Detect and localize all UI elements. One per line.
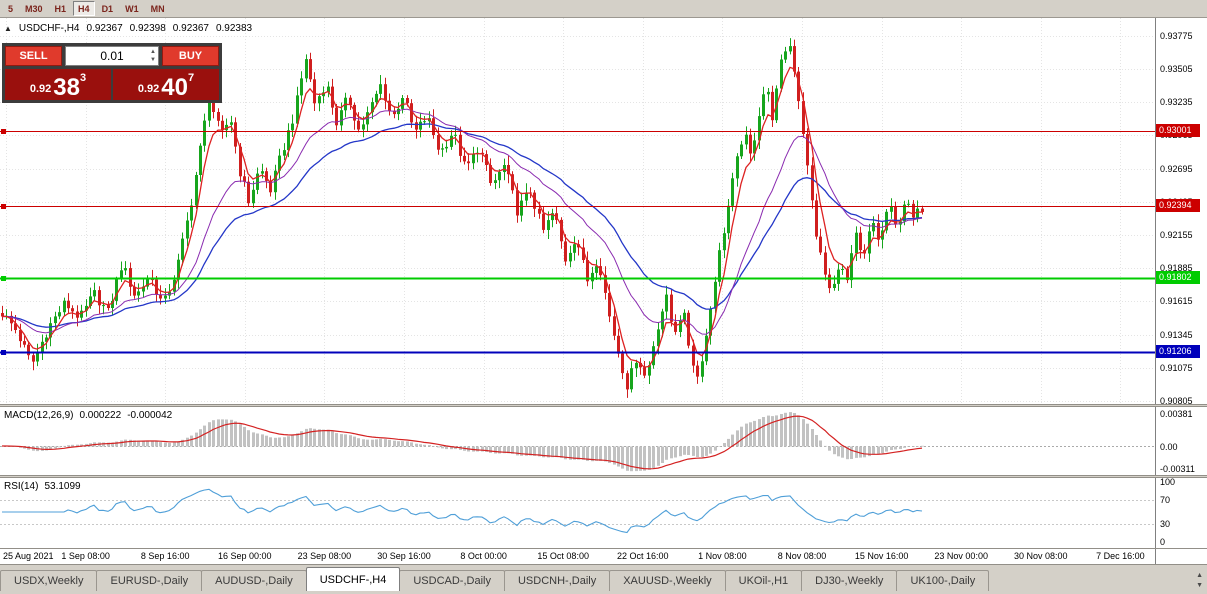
macd-value-signal: -0.000042 — [127, 410, 173, 421]
chart-window: ▲ USDCHF-,H4 0.92367 0.92398 0.92367 0.9… — [0, 18, 1207, 564]
price-line-badge: 0.93001 — [1156, 124, 1200, 137]
pane-separator[interactable] — [0, 404, 1207, 407]
sell-price-display[interactable]: 0.92 38 3 — [5, 69, 111, 100]
price-axis-label: 0.91615 — [1160, 296, 1193, 306]
tab-usdx-weekly[interactable]: USDX,Weekly — [0, 570, 98, 591]
time-axis-label: 8 Nov 08:00 — [777, 551, 827, 561]
trade-panel-collapse-icon[interactable]: ▲ — [4, 24, 12, 33]
tab-eurusd-daily[interactable]: EURUSD-,Daily — [96, 570, 203, 591]
time-axis-label: 1 Nov 08:00 — [698, 551, 747, 561]
chart-ohlc-header: ▲ USDCHF-,H4 0.92367 0.92398 0.92367 0.9… — [4, 23, 252, 34]
lot-size-value: 0.01 — [100, 49, 124, 63]
sell-button[interactable]: SELL — [5, 46, 62, 66]
timeframe-button-mn[interactable]: MN — [146, 1, 170, 16]
price-axis-label: 0.93505 — [1160, 64, 1193, 74]
timeframe-button-m5[interactable]: 5 — [3, 1, 18, 16]
tab-ukoil-h1[interactable]: UKOil-,H1 — [724, 570, 803, 591]
chart-tab-bar: USDX,Weekly EURUSD-,Daily AUDUSD-,Daily … — [0, 564, 1207, 594]
price-axis-label: 0.91885 — [1160, 263, 1193, 273]
tab-usdcad-daily[interactable]: USDCAD-,Daily — [399, 570, 505, 591]
lot-spinner[interactable]: ▲ ▼ — [150, 49, 156, 64]
price-axis-label: 0.91345 — [1160, 330, 1193, 340]
chart-tabs: USDX,Weekly EURUSD-,Daily AUDUSD-,Daily … — [0, 567, 990, 591]
price-line-badge: 0.91802 — [1156, 271, 1200, 284]
price-axis-label: 0.92695 — [1160, 164, 1193, 174]
macd-axis-label: 0.00 — [1160, 441, 1178, 452]
price-chart[interactable] — [0, 18, 1155, 404]
tab-usdcnh-daily[interactable]: USDCNH-,Daily — [503, 570, 611, 591]
ohlc-open: 0.92367 — [86, 23, 123, 34]
buy-price-big: 40 — [161, 74, 188, 101]
one-click-trading-panel: SELL 0.01 ▲ ▼ BUY 0.92 38 3 0.92 40 7 — [2, 43, 222, 103]
spinner-down-icon: ▼ — [150, 57, 156, 63]
time-axis-label: 15 Oct 08:00 — [537, 551, 589, 561]
timeframe-button-m30[interactable]: M30 — [20, 1, 48, 16]
rsi-indicator-label: RSI(14) 53.1099 — [4, 481, 81, 492]
tab-xauusd-weekly[interactable]: XAUUSD-,Weekly — [609, 570, 726, 591]
timeframe-button-w1[interactable]: W1 — [120, 1, 144, 16]
macd-chart[interactable] — [0, 407, 1155, 475]
macd-name: MACD(12,26,9) — [4, 410, 74, 421]
scroll-down-icon[interactable]: ▼ — [1196, 582, 1203, 589]
rsi-axis-label: 100 — [1160, 477, 1176, 487]
tab-usdchf-h4[interactable]: USDCHF-,H4 — [305, 567, 401, 591]
macd-value-main: 0.000222 — [79, 410, 122, 421]
rsi-axis-label: 70 — [1160, 495, 1171, 505]
macd-axis-label: -0.00311 — [1160, 464, 1195, 474]
price-axis-label: 0.93235 — [1160, 97, 1193, 107]
ohlc-high: 0.92398 — [129, 23, 166, 34]
price-axis-label: 0.91075 — [1160, 363, 1193, 373]
pane-separator — [0, 548, 1207, 549]
time-axis-label: 22 Oct 16:00 — [617, 551, 669, 561]
time-axis-label: 15 Nov 16:00 — [854, 551, 909, 561]
time-axis-label: 8 Sep 16:00 — [140, 551, 190, 561]
macd-indicator-label: MACD(12,26,9) 0.000222 -0.000042 — [4, 410, 172, 421]
time-axis-label: 23 Nov 00:00 — [934, 551, 988, 561]
ohlc-low: 0.92367 — [172, 23, 209, 34]
price-axis[interactable]: 0.937750.935050.932350.929650.926950.924… — [1155, 18, 1207, 564]
price-line-badge: 0.91206 — [1156, 345, 1200, 358]
tab-audusd-daily[interactable]: AUDUSD-,Daily — [201, 570, 307, 591]
time-axis-label: 23 Sep 08:00 — [297, 551, 352, 561]
buy-button[interactable]: BUY — [162, 46, 219, 66]
timeframe-toolbar: 5 M30 H1 H4 D1 W1 MN — [0, 0, 1207, 18]
time-axis-label: 30 Sep 16:00 — [377, 551, 431, 561]
timeframe-button-d1[interactable]: D1 — [97, 1, 119, 16]
timeframe-button-h4[interactable]: H4 — [73, 1, 95, 16]
scroll-up-icon[interactable]: ▲ — [1196, 572, 1203, 579]
lot-size-field[interactable]: 0.01 ▲ ▼ — [65, 46, 159, 66]
timeframe-button-h1[interactable]: H1 — [50, 1, 72, 16]
pane-separator[interactable] — [0, 475, 1207, 478]
ohlc-close: 0.92383 — [215, 23, 253, 34]
time-axis-label: 16 Sep 00:00 — [218, 551, 272, 561]
time-axis-label: 7 Dec 16:00 — [1096, 551, 1145, 561]
time-axis-label: 1 Sep 08:00 — [61, 551, 110, 561]
buy-price-base: 0.92 — [137, 83, 160, 95]
time-axis[interactable]: 25 Aug 2021 1 Sep 08:00 8 Sep 16:00 16 Sep … — [0, 549, 1155, 564]
time-axis-label: 8 Oct 00:00 — [460, 551, 507, 561]
price-axis-label: 0.92155 — [1160, 230, 1193, 240]
rsi-axis-label: 0 — [1160, 537, 1166, 547]
rsi-axis-label: 30 — [1160, 519, 1171, 529]
sell-price-sup: 3 — [80, 72, 87, 84]
price-line-badge: 0.92394 — [1156, 199, 1200, 212]
sell-price-base: 0.92 — [29, 83, 52, 95]
rsi-name: RSI(14) — [4, 481, 39, 492]
spinner-up-icon: ▲ — [150, 49, 156, 55]
rsi-value: 53.1099 — [44, 481, 81, 492]
price-axis-label: 0.90805 — [1160, 396, 1193, 406]
rsi-chart[interactable] — [0, 478, 1155, 548]
buy-price-sup: 7 — [188, 72, 195, 84]
macd-axis-label: 0.00381 — [1160, 409, 1193, 419]
sell-price-big: 38 — [53, 74, 80, 101]
tab-uk100-daily[interactable]: UK100-,Daily — [896, 570, 990, 591]
price-axis-label: 0.93775 — [1160, 31, 1193, 41]
chart-title: USDCHF-,H4 — [18, 23, 80, 34]
time-axis-label: 30 Nov 08:00 — [1014, 551, 1068, 561]
tab-dj30-weekly[interactable]: DJ30-,Weekly — [801, 570, 898, 591]
time-axis-label: 25 Aug 2021 — [3, 551, 54, 561]
buy-price-display[interactable]: 0.92 40 7 — [113, 69, 219, 100]
tab-scrollers: ▲ ▼ — [1196, 572, 1203, 589]
